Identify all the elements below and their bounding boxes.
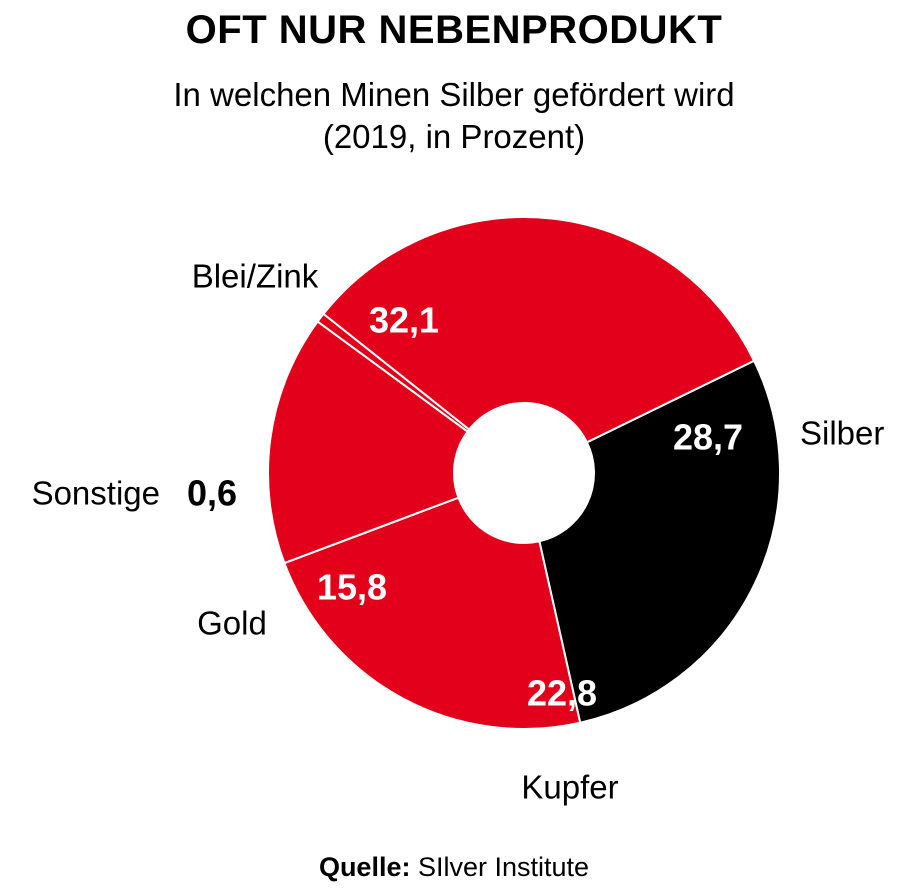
value-label-silber: 28,7: [673, 417, 743, 458]
category-label-sonstige: Sonstige: [32, 475, 160, 512]
labels-group: 28,7 Silber 22,8 Kupfer 15,8 Gold 0,6 Sonstige 3…: [32, 258, 885, 806]
value-label-kupfer: 22,8: [527, 673, 597, 714]
source-text: SIlver Institute: [417, 852, 590, 882]
donut-hole: [454, 403, 594, 543]
chart-title: OFT NUR NEBENPRODUKT: [185, 8, 723, 52]
source-label: Quelle:: [318, 852, 411, 882]
slice-silber: [538, 359, 781, 724]
slices-group: [267, 216, 781, 730]
value-label-sonstige: 0,6: [187, 473, 237, 514]
category-label-gold: Gold: [197, 605, 267, 642]
category-label-silber: Silber: [800, 415, 884, 452]
value-label-blei-zink: 32,1: [369, 300, 439, 341]
value-label-gold: 15,8: [317, 567, 387, 608]
chart-subtitle-line1: In welchen Minen Silber gefördert wird: [173, 76, 735, 113]
category-label-kupfer: Kupfer: [521, 769, 618, 806]
chart-subtitle-line2: (2019, in Prozent): [322, 118, 586, 155]
category-label-blei-zink: Blei/Zink: [192, 258, 319, 295]
source-note: Quelle: SIlver Institute: [0, 852, 908, 883]
slice-blei-zink: [322, 216, 756, 444]
